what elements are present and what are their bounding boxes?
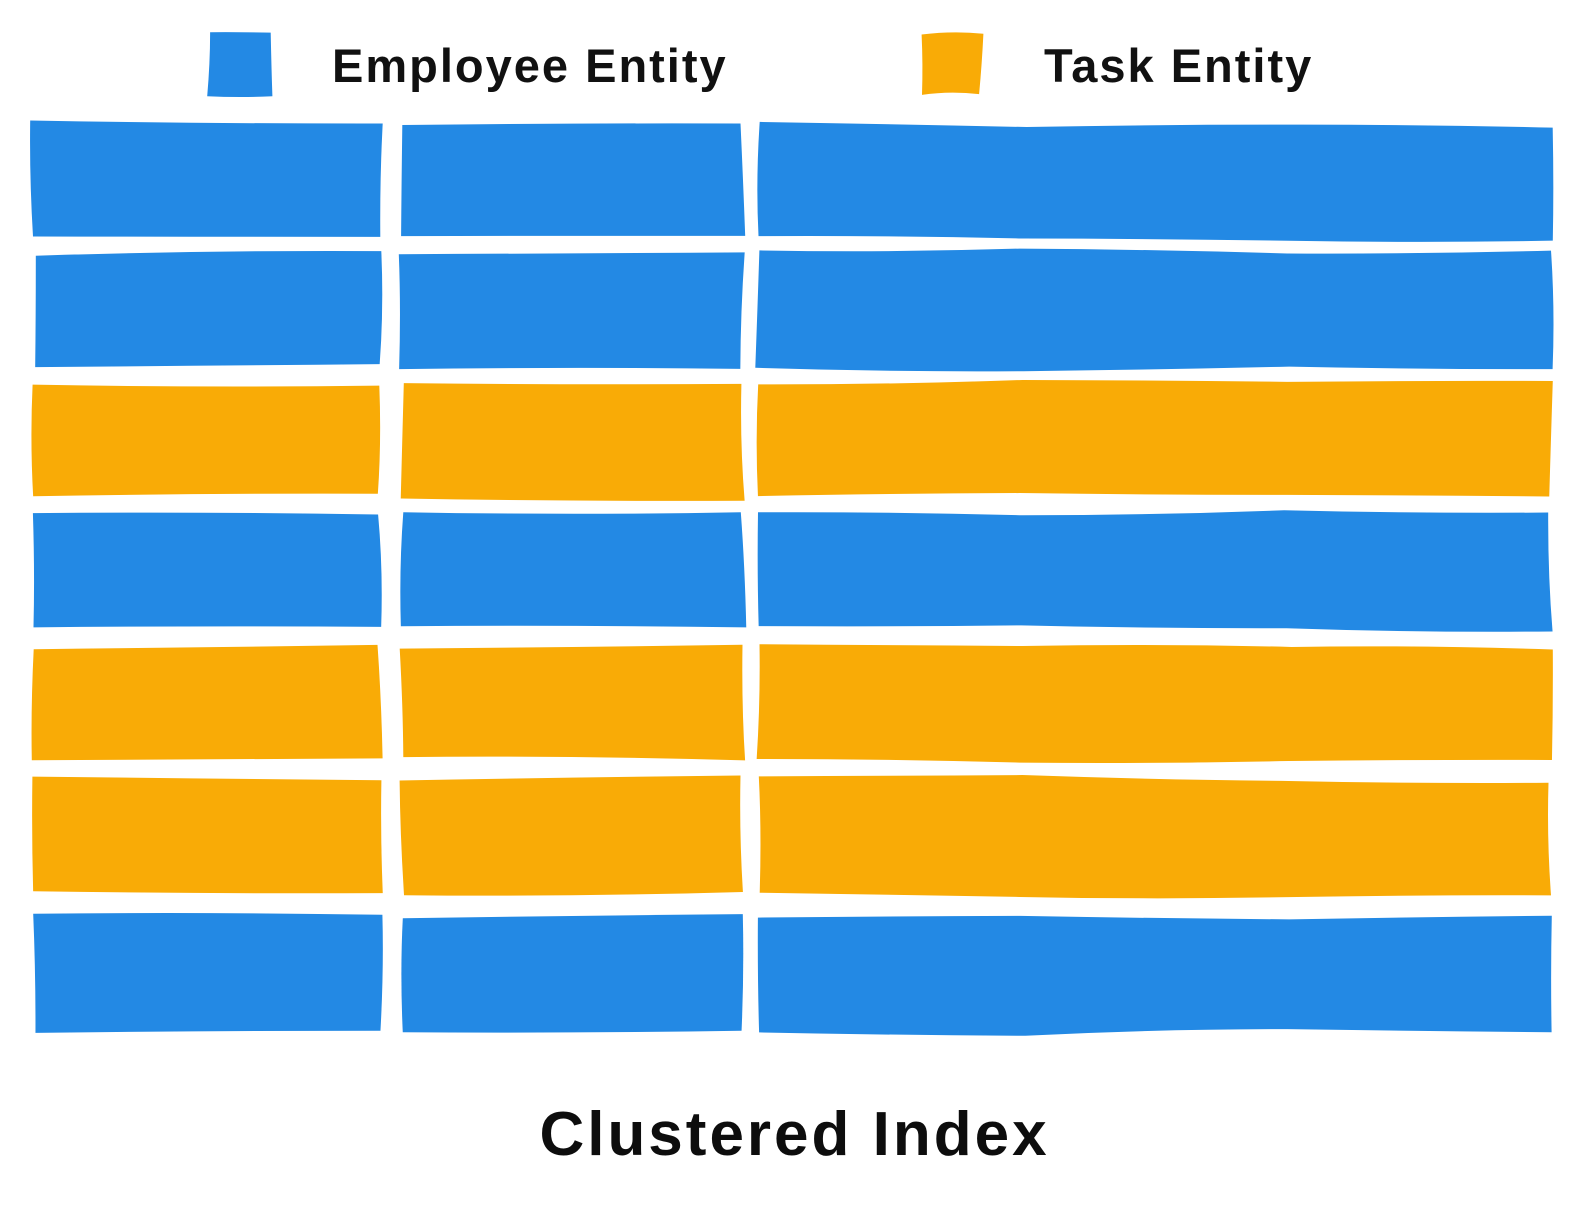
grid-cell-employee-r2-c3 — [755, 248, 1554, 372]
employee-swatch-icon — [207, 32, 273, 97]
task-swatch-shape — [921, 32, 984, 95]
grid-cell-employee-r2-c2 — [398, 252, 745, 370]
grid-cell-employee-r7-c3 — [757, 915, 1552, 1036]
grid-cell-task-r3-c1 — [31, 384, 381, 497]
grid-cell-employee-r2-c1 — [35, 251, 383, 368]
grid-cell-task-r3-c2 — [400, 383, 745, 501]
employee-swatch-shape — [207, 32, 273, 97]
legend-label-task: Task Entity — [1044, 38, 1314, 92]
grid-cell-task-r5-c1 — [31, 644, 383, 761]
grid-cell-task-r5-c3 — [756, 644, 1553, 764]
grid-cell-task-r3-c3 — [756, 379, 1553, 497]
grid-cell-employee-r4-c2 — [400, 512, 747, 628]
grid-cell-task-r6-c3 — [758, 775, 1551, 899]
grid-cell-employee-r1-c3 — [757, 121, 1554, 242]
grid-cell-task-r5-c2 — [399, 644, 746, 761]
grid-cell-employee-r4-c1 — [32, 512, 382, 628]
legend-label-employee: Employee Entity — [332, 38, 728, 92]
task-swatch-icon — [921, 32, 984, 95]
grid-cell-employee-r7-c1 — [33, 913, 383, 1033]
grid-cell-employee-r1-c1 — [30, 120, 383, 237]
grid-cell-employee-r7-c2 — [401, 914, 744, 1033]
grid-cell-task-r6-c2 — [399, 775, 743, 896]
grid-cell-task-r6-c1 — [32, 776, 383, 894]
legend-item-task: Task Entity — [918, 28, 1313, 102]
grid-cell-employee-r1-c2 — [401, 123, 746, 237]
diagram-caption: Clustered Index — [539, 1100, 1050, 1169]
legend-item-employee: Employee Entity — [206, 28, 728, 102]
grid-cell-employee-r4-c3 — [757, 510, 1553, 632]
